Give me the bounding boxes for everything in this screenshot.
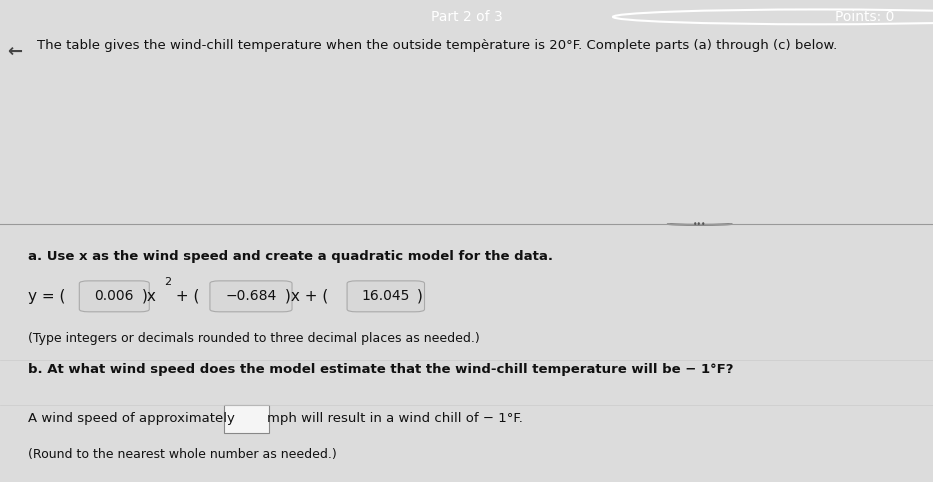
FancyBboxPatch shape <box>347 281 425 312</box>
FancyBboxPatch shape <box>210 281 292 312</box>
Text: 2: 2 <box>164 277 172 287</box>
Text: Points: 0: Points: 0 <box>835 10 895 24</box>
Ellipse shape <box>667 223 732 226</box>
Text: The table gives the wind-chill temperature when the outside tempèrature is 20°F.: The table gives the wind-chill temperatu… <box>37 40 838 53</box>
Text: b. At what wind speed does the model estimate that the wind-chill temperature wi: b. At what wind speed does the model est… <box>28 363 733 376</box>
Text: A wind speed of approximately: A wind speed of approximately <box>28 412 235 425</box>
Text: (Type integers or decimals rounded to three decimal places as needed.): (Type integers or decimals rounded to th… <box>28 333 480 346</box>
FancyBboxPatch shape <box>79 281 149 312</box>
Text: Part 2 of 3: Part 2 of 3 <box>431 10 502 24</box>
Text: y = (: y = ( <box>28 289 65 304</box>
Text: + (: + ( <box>171 289 199 304</box>
Text: )x + (: )x + ( <box>285 289 327 304</box>
Text: 16.045: 16.045 <box>362 289 410 303</box>
Text: ←: ← <box>7 43 22 61</box>
Text: a. Use x as the wind speed and create a quadratic model for the data.: a. Use x as the wind speed and create a … <box>28 250 553 263</box>
Text: mph will result in a wind chill of − 1°F.: mph will result in a wind chill of − 1°F… <box>267 412 522 425</box>
Text: •••: ••• <box>693 220 706 228</box>
Text: (Round to the nearest whole number as needed.): (Round to the nearest whole number as ne… <box>28 448 337 461</box>
Text: ): ) <box>417 289 423 304</box>
Text: )x: )x <box>142 289 157 304</box>
FancyBboxPatch shape <box>224 405 269 433</box>
Text: −0.684: −0.684 <box>226 289 276 303</box>
Text: 0.006: 0.006 <box>94 289 134 303</box>
